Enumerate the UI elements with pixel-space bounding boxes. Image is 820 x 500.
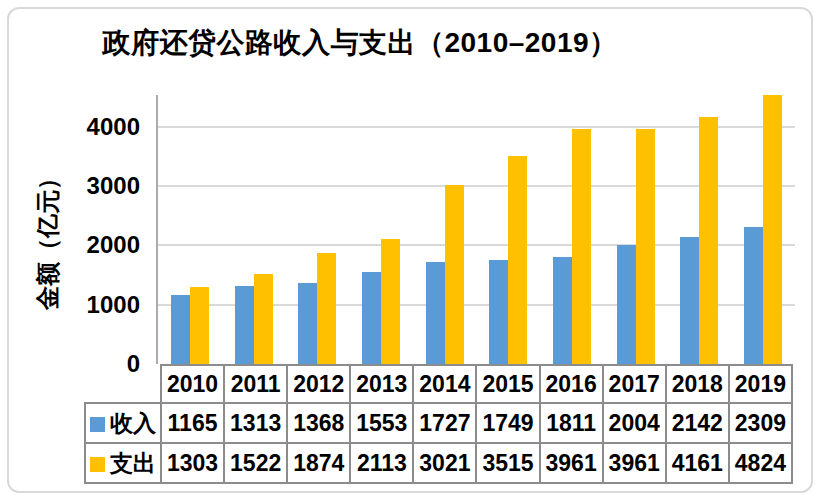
bar-group-2017 [604, 95, 668, 364]
value-expense-2012: 1874 [287, 443, 350, 483]
y-tick-label-1000: 1000 [36, 293, 140, 317]
bar-expense-2012 [317, 253, 336, 364]
bar-group-2019 [731, 95, 795, 364]
value-expense-2019: 4824 [729, 443, 792, 483]
bar-expense-2016 [572, 129, 591, 364]
chart-canvas: 政府还贷公路收入与支出（2010–2019） 金额（亿元） 0100020003… [0, 0, 820, 500]
year-label-2015: 2015 [476, 365, 539, 403]
year-label-2014: 2014 [413, 365, 476, 403]
value-expense-2018: 4161 [666, 443, 729, 483]
value-expense-2011: 1522 [224, 443, 287, 483]
bar-expense-2014 [445, 185, 464, 364]
legend-label-income: 收入 [110, 410, 156, 436]
year-label-2019: 2019 [729, 365, 792, 403]
value-income-2018: 2142 [666, 403, 729, 443]
value-expense-2010: 1303 [161, 443, 224, 483]
value-income-2011: 1313 [224, 403, 287, 443]
bar-expense-2011 [254, 274, 273, 364]
plot-area [156, 95, 795, 364]
bar-income-2018 [680, 237, 699, 364]
bar-group-2016 [540, 95, 604, 364]
bar-income-2015 [489, 260, 508, 364]
table-corner-blank [85, 365, 161, 403]
bar-income-2010 [171, 295, 190, 364]
y-tick-label-4000: 4000 [36, 115, 140, 139]
value-income-2014: 1727 [413, 403, 476, 443]
year-label-2011: 2011 [224, 365, 287, 403]
bar-groups [158, 95, 795, 364]
chart-title: 政府还贷公路收入与支出（2010–2019） [0, 24, 720, 62]
bar-income-2019 [744, 227, 763, 364]
value-income-2015: 1749 [476, 403, 539, 443]
value-income-2019: 2309 [729, 403, 792, 443]
bar-income-2013 [362, 272, 381, 364]
value-expense-2013: 2113 [350, 443, 413, 483]
year-label-2017: 2017 [603, 365, 666, 403]
bar-expense-2015 [508, 156, 527, 364]
bar-group-2018 [668, 95, 732, 364]
value-expense-2017: 3961 [603, 443, 666, 483]
legend-expense: 支出 [85, 443, 161, 483]
bar-expense-2010 [190, 287, 209, 364]
value-expense-2014: 3021 [413, 443, 476, 483]
value-income-2012: 1368 [287, 403, 350, 443]
bar-group-2014 [413, 95, 477, 364]
value-income-2017: 2004 [603, 403, 666, 443]
legend-label-expense: 支出 [110, 450, 156, 476]
value-income-2010: 1165 [161, 403, 224, 443]
legend-swatch-expense [90, 457, 105, 472]
y-tick-label-3000: 3000 [36, 174, 140, 198]
bar-expense-2013 [381, 239, 400, 364]
y-tick-label-2000: 2000 [36, 233, 140, 257]
bar-group-2010 [158, 95, 222, 364]
data-table: 2010201120122013201420152016201720182019… [84, 364, 793, 484]
bar-group-2015 [477, 95, 541, 364]
bar-income-2016 [553, 257, 572, 364]
value-expense-2016: 3961 [540, 443, 603, 483]
bar-income-2014 [426, 262, 445, 364]
bar-group-2011 [222, 95, 286, 364]
year-label-2010: 2010 [161, 365, 224, 403]
legend-income: 收入 [85, 403, 161, 443]
value-income-2013: 1553 [350, 403, 413, 443]
value-income-2016: 1811 [540, 403, 603, 443]
bar-expense-2017 [636, 129, 655, 364]
bar-expense-2018 [699, 117, 718, 364]
bar-income-2012 [298, 283, 317, 364]
year-label-2012: 2012 [287, 365, 350, 403]
year-label-2016: 2016 [540, 365, 603, 403]
legend-swatch-income [90, 417, 105, 432]
year-label-2013: 2013 [350, 365, 413, 403]
bar-group-2013 [349, 95, 413, 364]
bar-income-2017 [617, 245, 636, 364]
bar-group-2012 [285, 95, 349, 364]
bar-expense-2019 [763, 95, 782, 364]
bar-income-2011 [235, 286, 254, 364]
value-expense-2015: 3515 [476, 443, 539, 483]
year-label-2018: 2018 [666, 365, 729, 403]
